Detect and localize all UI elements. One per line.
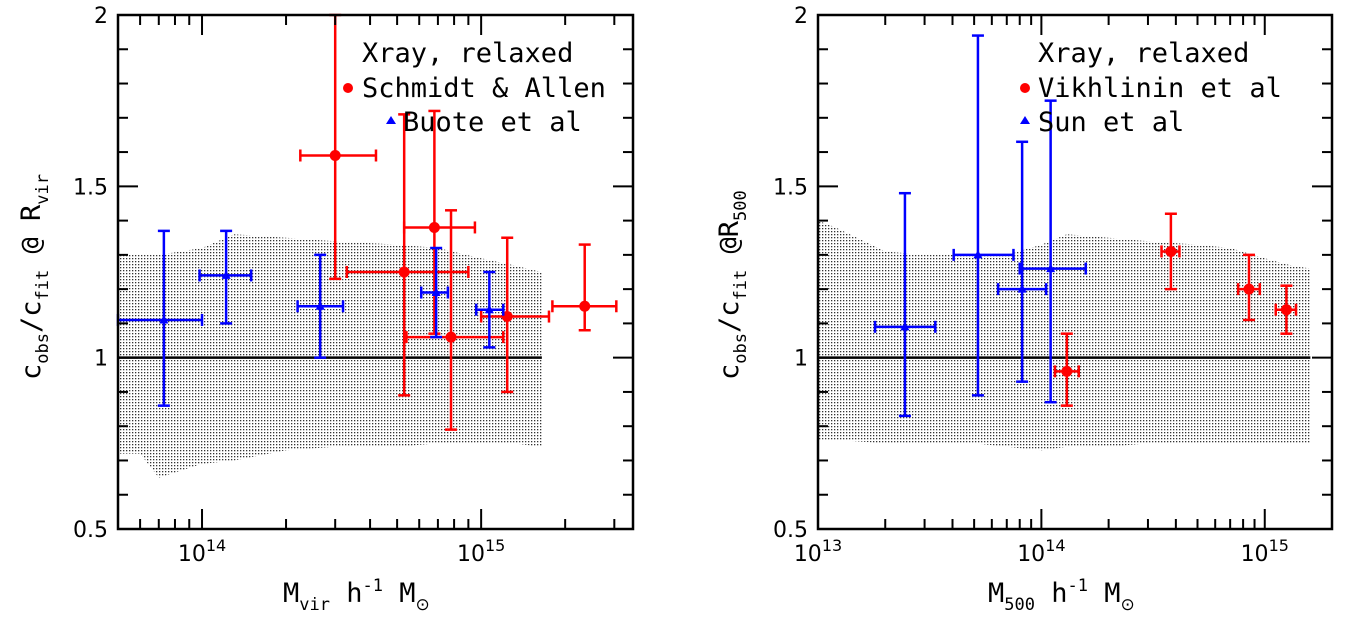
right-panel: 0.5 1 1.5 2 1013 1014 1015 cobs/cfit @R500 M50… <box>714 4 1334 615</box>
left-y-tick-label: 2 <box>94 4 108 29</box>
left-plot-frame <box>116 13 635 531</box>
left-point-blue-3 <box>419 246 450 339</box>
right-plot-frame <box>816 13 1334 531</box>
triangle-marker <box>221 270 231 279</box>
right-legend-triangle-marker <box>1020 116 1030 124</box>
right-point-blue-3 <box>1018 99 1088 404</box>
triangle-marker <box>973 249 983 259</box>
left-y-tick-label: 0.5 <box>73 518 108 543</box>
triangle-marker <box>431 287 441 297</box>
left-y-axis-label: cobs/cfit @ Rvir <box>16 174 53 380</box>
left-x-tick-label: 1014 <box>178 536 226 567</box>
right-legend: Xray, relaxed Vikhlinin et al Sun et al <box>1020 38 1282 138</box>
circle-marker <box>1280 304 1292 316</box>
circle-marker <box>1243 283 1255 295</box>
circle-marker <box>398 266 410 278</box>
left-point-red-5 <box>551 243 618 332</box>
left-x-axis-label: Mvir h-1 M⊙ <box>283 576 430 615</box>
triangle-marker <box>315 301 325 310</box>
left-data-points <box>116 13 618 431</box>
circle-marker <box>579 300 591 312</box>
right-point-blue-1 <box>952 34 1015 397</box>
left-point-red-1 <box>345 113 470 397</box>
right-point-red-3 <box>1274 284 1298 335</box>
right-y-tick-label: 0.5 <box>773 518 808 543</box>
right-band-area <box>818 220 1311 451</box>
left-legend: Xray, relaxed Schmidt & Allen Buote et a… <box>343 38 606 138</box>
right-model-band <box>818 220 1311 451</box>
triangle-marker <box>900 321 910 331</box>
triangle-marker <box>1017 284 1027 293</box>
left-legend-red-series: Schmidt & Allen <box>362 73 606 104</box>
right-y-tick-label: 1.5 <box>773 175 808 200</box>
triangle-marker <box>1046 263 1056 273</box>
right-legend-blue-series: Sun et al <box>1038 107 1184 138</box>
right-y-tick-label: 1 <box>794 347 808 372</box>
left-panel: 0.5 1 1.5 2 1014 1015 cobs/cfit @ Rvir Mvir h… <box>16 4 635 615</box>
right-legend-circle-marker <box>1020 83 1030 93</box>
right-legend-red-series: Vikhlinin et al <box>1038 73 1282 104</box>
left-point-blue-2 <box>296 253 345 359</box>
left-point-red-3 <box>405 209 505 431</box>
right-point-red-1 <box>1160 212 1181 291</box>
right-y-tick-label: 2 <box>794 4 808 29</box>
left-point-blue-0 <box>116 229 204 407</box>
right-point-blue-0 <box>873 191 937 418</box>
left-point-blue-4 <box>474 270 505 349</box>
right-data-points <box>873 34 1298 418</box>
circle-marker <box>428 221 440 233</box>
right-axis-ticks: 0.5 1 1.5 2 1013 1014 1015 <box>773 4 1333 567</box>
right-point-red-2 <box>1236 253 1262 322</box>
left-legend-triangle-marker <box>386 116 396 124</box>
right-x-tick-label: 1015 <box>1241 536 1289 567</box>
right-y-axis-label: cobs/cfit @R500 <box>714 190 751 380</box>
triangle-marker <box>159 314 169 324</box>
right-x-tick-label: 1014 <box>1017 536 1065 567</box>
left-legend-blue-series: Buote et al <box>403 107 582 138</box>
right-point-blue-2 <box>996 140 1048 383</box>
right-legend-title: Xray, relaxed <box>1038 38 1249 69</box>
left-band-area <box>118 234 542 478</box>
circle-marker <box>329 149 341 161</box>
left-y-tick-label: 1.5 <box>73 175 108 200</box>
right-point-red-0 <box>1053 332 1081 407</box>
left-x-tick-label: 1015 <box>457 536 505 567</box>
left-point-blue-1 <box>198 229 253 325</box>
circle-marker <box>445 331 457 343</box>
left-y-tick-label: 1 <box>94 347 108 372</box>
left-point-red-4 <box>479 236 551 394</box>
left-legend-circle-marker <box>343 83 353 93</box>
circle-marker <box>1165 245 1177 257</box>
right-x-tick-label: 1013 <box>794 536 842 567</box>
left-legend-title: Xray, relaxed <box>362 38 573 69</box>
circle-marker <box>1061 365 1073 377</box>
left-point-red-2 <box>402 109 477 335</box>
left-model-band <box>118 234 542 478</box>
triangle-marker <box>484 304 494 314</box>
right-x-axis-label: M500 h-1 M⊙ <box>988 576 1135 615</box>
left-axis-ticks: 0.5 1 1.5 2 1014 1015 <box>73 4 633 567</box>
